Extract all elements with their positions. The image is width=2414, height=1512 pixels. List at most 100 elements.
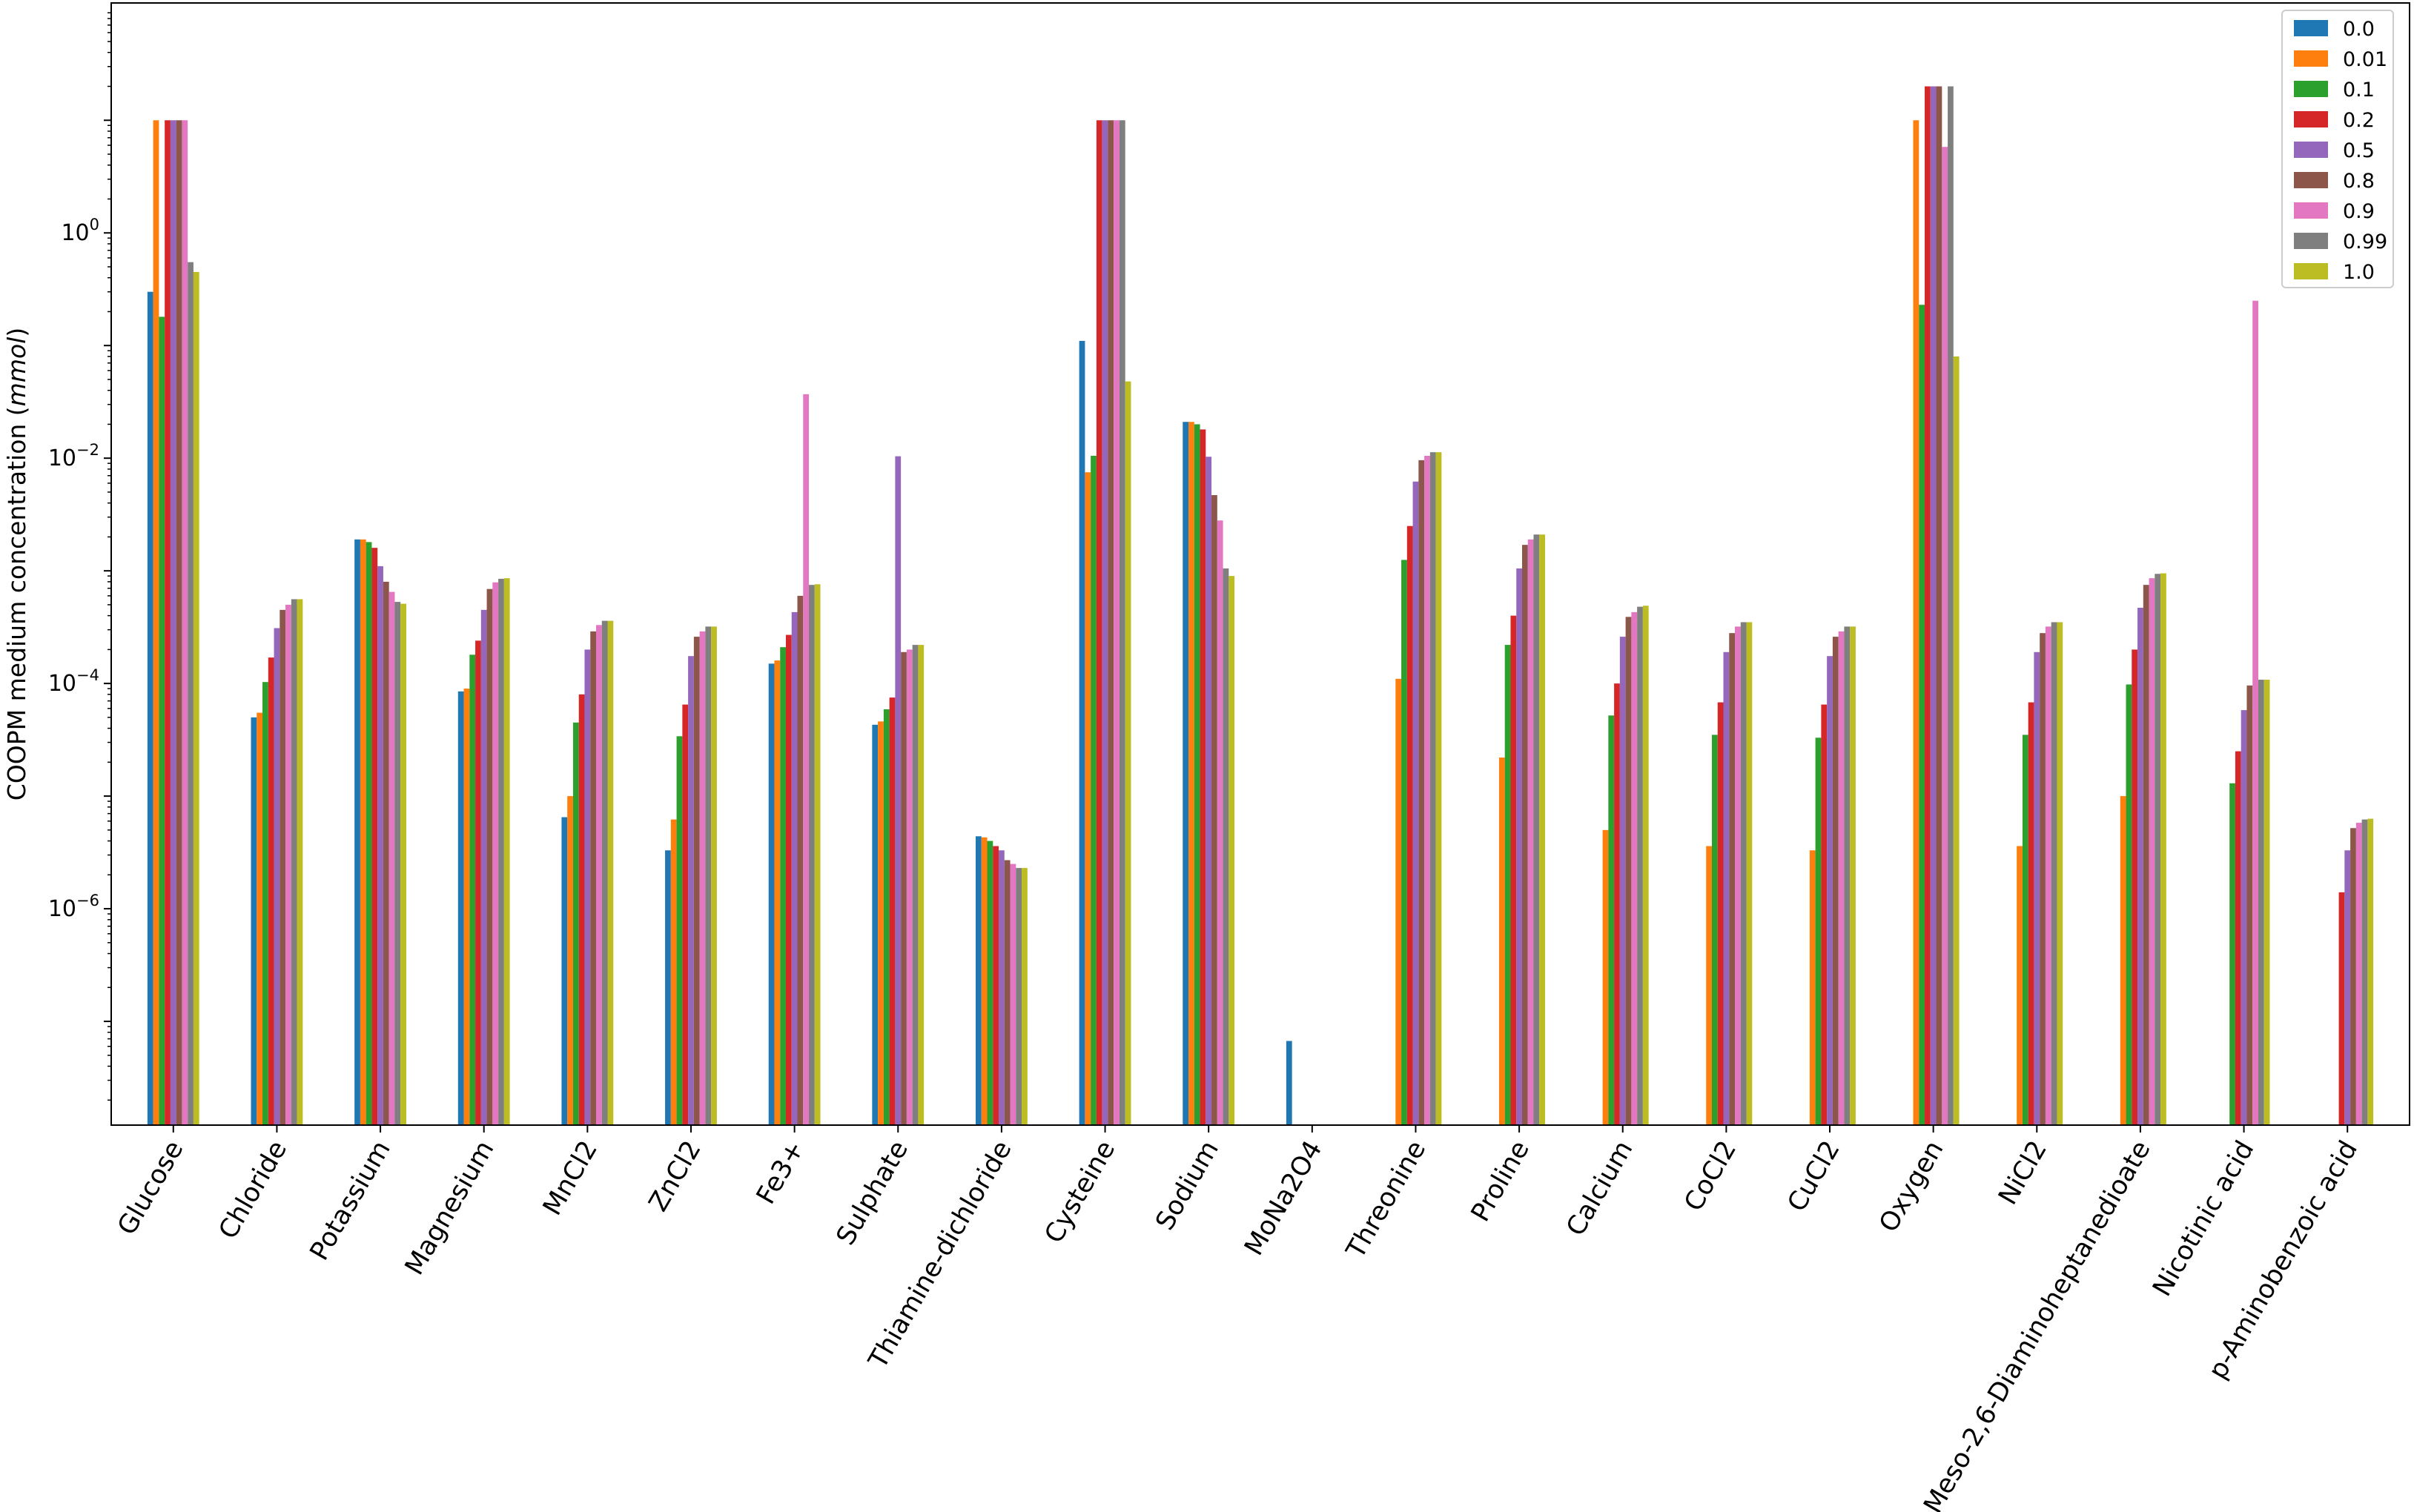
bar bbox=[182, 120, 188, 1125]
bar bbox=[1418, 460, 1425, 1125]
legend-swatch bbox=[2294, 20, 2328, 36]
bar bbox=[2040, 633, 2046, 1125]
bar bbox=[572, 722, 579, 1125]
bar bbox=[1125, 381, 1131, 1125]
x-tick-label: MoNa2O4 bbox=[1239, 1136, 1328, 1261]
bar bbox=[682, 704, 689, 1125]
bar bbox=[2057, 622, 2063, 1125]
bar bbox=[1614, 683, 1620, 1125]
bar bbox=[165, 120, 171, 1125]
bar bbox=[2258, 680, 2264, 1125]
legend-swatch bbox=[2294, 233, 2328, 249]
legend-label: 1.0 bbox=[2343, 261, 2375, 284]
x-tick-label: CuCl2 bbox=[1782, 1136, 1846, 1217]
bar bbox=[878, 721, 884, 1125]
bar bbox=[1102, 120, 1108, 1125]
bar bbox=[1188, 422, 1194, 1125]
x-tick-label: NiCl2 bbox=[1993, 1136, 2053, 1210]
bar bbox=[1642, 606, 1649, 1125]
bar bbox=[1119, 120, 1125, 1125]
bar bbox=[1637, 606, 1643, 1125]
x-tick-label: MnCl2 bbox=[538, 1136, 604, 1221]
bar bbox=[1809, 850, 1816, 1125]
y-axis-title: COOPM medium concentration (mmol) bbox=[2, 328, 31, 800]
bar bbox=[584, 649, 591, 1125]
bar bbox=[1850, 626, 1856, 1125]
legend-swatch bbox=[2294, 172, 2328, 188]
x-tick-label: Potassium bbox=[305, 1136, 397, 1266]
legend-swatch bbox=[2294, 263, 2328, 279]
bar bbox=[457, 691, 464, 1125]
bar bbox=[1206, 457, 1212, 1125]
series-0.8 bbox=[176, 86, 2356, 1125]
x-tick-label: ZnCl2 bbox=[644, 1136, 707, 1217]
y-tick-label: 10−2 bbox=[48, 441, 99, 471]
bar bbox=[872, 724, 879, 1125]
series-0.5 bbox=[170, 86, 2351, 1125]
bar bbox=[578, 694, 585, 1125]
bar bbox=[2252, 300, 2258, 1125]
x-tick-label: Calcium bbox=[1561, 1136, 1638, 1241]
bar bbox=[906, 649, 913, 1125]
legend-label: 0.0 bbox=[2343, 18, 2375, 41]
bar bbox=[480, 609, 487, 1125]
x-tick-label: Sodium bbox=[1150, 1136, 1225, 1236]
x-tick-label: Threonine bbox=[1340, 1136, 1432, 1264]
bar bbox=[1533, 534, 1540, 1125]
bar bbox=[394, 602, 401, 1125]
x-tick-label: Proline bbox=[1466, 1136, 1535, 1227]
bar bbox=[400, 603, 406, 1125]
bar bbox=[912, 645, 919, 1125]
bar bbox=[705, 626, 712, 1125]
bar bbox=[1706, 846, 1712, 1125]
bar bbox=[377, 566, 383, 1125]
x-tick-label: Oxygen bbox=[1874, 1136, 1949, 1238]
bar bbox=[492, 582, 499, 1125]
bar bbox=[1395, 678, 1402, 1125]
bar bbox=[2034, 651, 2040, 1125]
bar bbox=[688, 656, 694, 1125]
bar bbox=[699, 631, 706, 1125]
y-axis-title-main: COOPM medium concentration bbox=[2, 424, 31, 801]
bar bbox=[2132, 649, 2138, 1125]
bar bbox=[999, 850, 1005, 1125]
bar bbox=[1223, 568, 1229, 1125]
bar bbox=[774, 660, 781, 1125]
bar bbox=[1539, 534, 1546, 1125]
bar bbox=[176, 120, 182, 1125]
bar bbox=[1183, 422, 1189, 1125]
bar bbox=[711, 626, 717, 1125]
bar bbox=[1194, 424, 1200, 1125]
legend-swatch bbox=[2294, 142, 2328, 158]
bar bbox=[1602, 829, 1609, 1125]
legend-swatch bbox=[2294, 81, 2328, 97]
bar bbox=[1516, 568, 1522, 1125]
bar bbox=[280, 609, 286, 1125]
bar bbox=[1717, 702, 1724, 1125]
bar bbox=[883, 709, 890, 1125]
y-axis-title-unit: mmol bbox=[2, 337, 31, 407]
series-0.99 bbox=[188, 86, 2368, 1126]
legend-label: 0.8 bbox=[2343, 170, 2375, 193]
bar bbox=[1108, 120, 1114, 1125]
bar bbox=[2126, 684, 2132, 1125]
series-0.1 bbox=[159, 305, 2235, 1125]
bar bbox=[147, 291, 153, 1126]
bar bbox=[268, 657, 274, 1125]
bar bbox=[371, 548, 378, 1125]
bar bbox=[1010, 863, 1016, 1125]
bar bbox=[1913, 120, 1919, 1125]
x-tick-label: Chloride bbox=[214, 1136, 293, 1244]
x-tick-label: Nicotinic acid bbox=[2147, 1136, 2260, 1302]
bar bbox=[463, 689, 470, 1125]
bar bbox=[2361, 819, 2368, 1125]
bar bbox=[1919, 305, 1925, 1125]
legend: 0.0 0.01 0.1 0.2 0.5 0.8 0.9 0.99 1.0 bbox=[2281, 10, 2394, 288]
bar bbox=[809, 585, 815, 1125]
bar bbox=[1925, 86, 1931, 1125]
bar bbox=[561, 817, 568, 1125]
bar bbox=[1827, 656, 1833, 1125]
bar bbox=[2263, 680, 2270, 1125]
bar bbox=[814, 584, 821, 1125]
bar bbox=[354, 539, 360, 1125]
